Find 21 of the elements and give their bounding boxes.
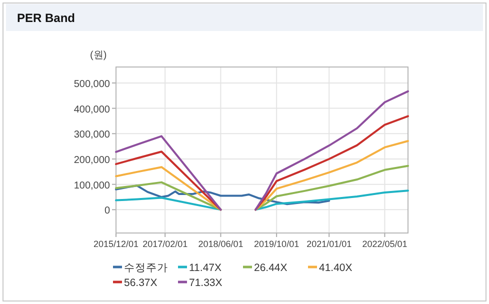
x-tick-label: 2021/01/01 <box>306 239 352 249</box>
legend-label: 41.40X <box>319 262 352 274</box>
y-tick-label: 100,000 <box>74 180 110 192</box>
x-tick-label: 2017/02/01 <box>142 239 188 249</box>
x-tick-label: 2015/12/01 <box>93 239 139 249</box>
legend-label: 71.33X <box>189 277 222 289</box>
y-tick-label: 0 <box>104 206 110 217</box>
legend-label: 11.47X <box>189 262 222 274</box>
x-tick-label: 2018/06/01 <box>198 239 244 249</box>
x-tick-label: 2019/10/01 <box>254 239 300 249</box>
y-tick-label: 300,000 <box>74 130 110 141</box>
y-tick-label: 400,000 <box>74 104 110 116</box>
line-series <box>115 184 330 206</box>
y-axis-title: (원) <box>90 50 107 61</box>
y-tick-label: 200,000 <box>74 154 110 166</box>
legend-label: 26.44X <box>254 262 288 274</box>
y-tick-label: 500,000 <box>74 78 110 90</box>
x-tick-label: 2022/05/01 <box>362 239 408 249</box>
legend-label: 56.37X <box>124 277 158 289</box>
chart-title: PER Band <box>17 11 76 25</box>
legend-label: 수정주가 <box>124 262 168 274</box>
